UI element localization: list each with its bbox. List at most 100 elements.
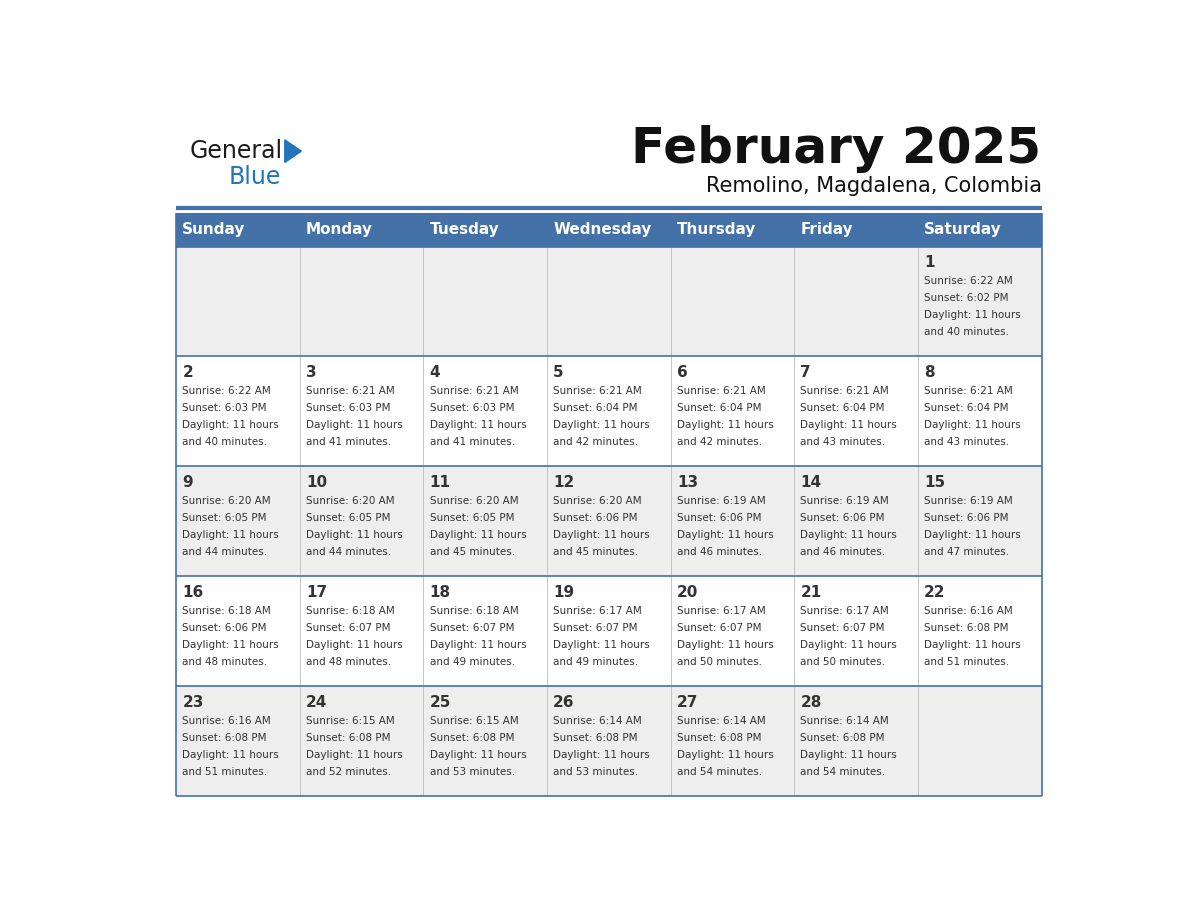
Text: Sunrise: 6:21 AM: Sunrise: 6:21 AM — [307, 386, 394, 396]
Text: Sunday: Sunday — [182, 222, 246, 237]
Text: Sunset: 6:08 PM: Sunset: 6:08 PM — [924, 622, 1009, 633]
Text: Sunset: 6:04 PM: Sunset: 6:04 PM — [924, 403, 1009, 413]
Text: Sunset: 6:07 PM: Sunset: 6:07 PM — [430, 622, 514, 633]
Text: Sunrise: 6:16 AM: Sunrise: 6:16 AM — [924, 606, 1013, 616]
Text: Sunset: 6:06 PM: Sunset: 6:06 PM — [924, 513, 1009, 523]
Text: 28: 28 — [801, 695, 822, 710]
Text: Daylight: 11 hours: Daylight: 11 hours — [554, 420, 650, 431]
Text: Sunrise: 6:14 AM: Sunrise: 6:14 AM — [677, 716, 765, 725]
Text: Sunrise: 6:17 AM: Sunrise: 6:17 AM — [801, 606, 890, 616]
Text: Sunrise: 6:20 AM: Sunrise: 6:20 AM — [554, 496, 642, 506]
Text: Daylight: 11 hours: Daylight: 11 hours — [182, 640, 279, 650]
Text: Sunset: 6:03 PM: Sunset: 6:03 PM — [307, 403, 391, 413]
Text: Daylight: 11 hours: Daylight: 11 hours — [677, 420, 773, 431]
Text: Daylight: 11 hours: Daylight: 11 hours — [307, 750, 403, 760]
Text: and 49 minutes.: and 49 minutes. — [430, 657, 514, 666]
Text: Sunset: 6:08 PM: Sunset: 6:08 PM — [677, 733, 762, 743]
Text: and 52 minutes.: and 52 minutes. — [307, 767, 391, 777]
Text: Sunset: 6:05 PM: Sunset: 6:05 PM — [307, 513, 391, 523]
Text: Daylight: 11 hours: Daylight: 11 hours — [924, 530, 1020, 540]
Text: Sunrise: 6:20 AM: Sunrise: 6:20 AM — [182, 496, 271, 506]
Text: and 41 minutes.: and 41 minutes. — [307, 437, 391, 447]
Text: Sunrise: 6:15 AM: Sunrise: 6:15 AM — [430, 716, 518, 725]
Text: Sunset: 6:08 PM: Sunset: 6:08 PM — [430, 733, 514, 743]
Text: General: General — [190, 140, 283, 163]
Text: Daylight: 11 hours: Daylight: 11 hours — [182, 750, 279, 760]
Text: and 42 minutes.: and 42 minutes. — [554, 437, 638, 447]
Text: and 46 minutes.: and 46 minutes. — [677, 547, 762, 557]
Text: 6: 6 — [677, 365, 688, 380]
Text: Remolino, Magdalena, Colombia: Remolino, Magdalena, Colombia — [706, 175, 1042, 196]
Text: 17: 17 — [307, 585, 327, 599]
Text: Sunrise: 6:19 AM: Sunrise: 6:19 AM — [677, 496, 765, 506]
Text: Daylight: 11 hours: Daylight: 11 hours — [924, 310, 1020, 320]
Text: 24: 24 — [307, 695, 328, 710]
Text: 25: 25 — [430, 695, 451, 710]
Text: Daylight: 11 hours: Daylight: 11 hours — [801, 420, 897, 431]
Text: Sunset: 6:08 PM: Sunset: 6:08 PM — [307, 733, 391, 743]
Text: 26: 26 — [554, 695, 575, 710]
Text: 8: 8 — [924, 365, 935, 380]
Text: Sunset: 6:08 PM: Sunset: 6:08 PM — [801, 733, 885, 743]
Text: Tuesday: Tuesday — [430, 222, 499, 237]
Text: Sunset: 6:04 PM: Sunset: 6:04 PM — [801, 403, 885, 413]
Text: 9: 9 — [182, 475, 192, 490]
Text: Daylight: 11 hours: Daylight: 11 hours — [801, 750, 897, 760]
Text: Daylight: 11 hours: Daylight: 11 hours — [924, 420, 1020, 431]
Text: and 45 minutes.: and 45 minutes. — [430, 547, 514, 557]
Text: Daylight: 11 hours: Daylight: 11 hours — [924, 640, 1020, 650]
Text: Sunset: 6:06 PM: Sunset: 6:06 PM — [182, 622, 267, 633]
Text: and 44 minutes.: and 44 minutes. — [182, 547, 267, 557]
Bar — [176, 213, 299, 247]
Bar — [795, 213, 918, 247]
Text: Daylight: 11 hours: Daylight: 11 hours — [677, 640, 773, 650]
Text: Sunset: 6:07 PM: Sunset: 6:07 PM — [801, 622, 885, 633]
Text: Sunrise: 6:20 AM: Sunrise: 6:20 AM — [307, 496, 394, 506]
Text: Daylight: 11 hours: Daylight: 11 hours — [430, 530, 526, 540]
Text: Daylight: 11 hours: Daylight: 11 hours — [307, 420, 403, 431]
Text: and 43 minutes.: and 43 minutes. — [924, 437, 1010, 447]
Text: Sunset: 6:05 PM: Sunset: 6:05 PM — [430, 513, 514, 523]
Text: Sunrise: 6:14 AM: Sunrise: 6:14 AM — [554, 716, 642, 725]
Text: and 42 minutes.: and 42 minutes. — [677, 437, 762, 447]
Text: Daylight: 11 hours: Daylight: 11 hours — [307, 530, 403, 540]
Text: Sunset: 6:06 PM: Sunset: 6:06 PM — [677, 513, 762, 523]
Text: and 51 minutes.: and 51 minutes. — [182, 767, 267, 777]
Text: and 46 minutes.: and 46 minutes. — [801, 547, 885, 557]
Text: Sunrise: 6:19 AM: Sunrise: 6:19 AM — [924, 496, 1013, 506]
Text: Sunrise: 6:18 AM: Sunrise: 6:18 AM — [182, 606, 271, 616]
Bar — [176, 686, 1042, 796]
Text: 22: 22 — [924, 585, 946, 599]
Text: 20: 20 — [677, 585, 699, 599]
Text: Daylight: 11 hours: Daylight: 11 hours — [677, 750, 773, 760]
Text: 13: 13 — [677, 475, 699, 490]
Text: Sunrise: 6:21 AM: Sunrise: 6:21 AM — [554, 386, 642, 396]
Text: and 48 minutes.: and 48 minutes. — [182, 657, 267, 666]
Text: and 45 minutes.: and 45 minutes. — [554, 547, 638, 557]
Text: Sunrise: 6:17 AM: Sunrise: 6:17 AM — [677, 606, 765, 616]
Text: Blue: Blue — [228, 165, 282, 189]
Text: and 40 minutes.: and 40 minutes. — [182, 437, 267, 447]
Text: Daylight: 11 hours: Daylight: 11 hours — [801, 640, 897, 650]
Text: Sunrise: 6:20 AM: Sunrise: 6:20 AM — [430, 496, 518, 506]
Text: 14: 14 — [801, 475, 822, 490]
Text: Daylight: 11 hours: Daylight: 11 hours — [554, 750, 650, 760]
Text: Sunset: 6:06 PM: Sunset: 6:06 PM — [801, 513, 885, 523]
Text: Sunset: 6:04 PM: Sunset: 6:04 PM — [554, 403, 638, 413]
Text: Sunset: 6:04 PM: Sunset: 6:04 PM — [677, 403, 762, 413]
Text: Sunrise: 6:21 AM: Sunrise: 6:21 AM — [924, 386, 1013, 396]
Text: and 54 minutes.: and 54 minutes. — [801, 767, 885, 777]
Text: 16: 16 — [182, 585, 203, 599]
Text: and 43 minutes.: and 43 minutes. — [801, 437, 885, 447]
Text: and 44 minutes.: and 44 minutes. — [307, 547, 391, 557]
Text: Sunrise: 6:18 AM: Sunrise: 6:18 AM — [307, 606, 394, 616]
Text: Sunset: 6:05 PM: Sunset: 6:05 PM — [182, 513, 267, 523]
Bar — [918, 213, 1042, 247]
Text: and 51 minutes.: and 51 minutes. — [924, 657, 1010, 666]
Text: 3: 3 — [307, 365, 316, 380]
Text: 4: 4 — [430, 365, 441, 380]
Text: and 50 minutes.: and 50 minutes. — [677, 657, 762, 666]
Bar — [176, 247, 1042, 356]
Text: Sunrise: 6:22 AM: Sunrise: 6:22 AM — [182, 386, 271, 396]
Text: Daylight: 11 hours: Daylight: 11 hours — [554, 640, 650, 650]
